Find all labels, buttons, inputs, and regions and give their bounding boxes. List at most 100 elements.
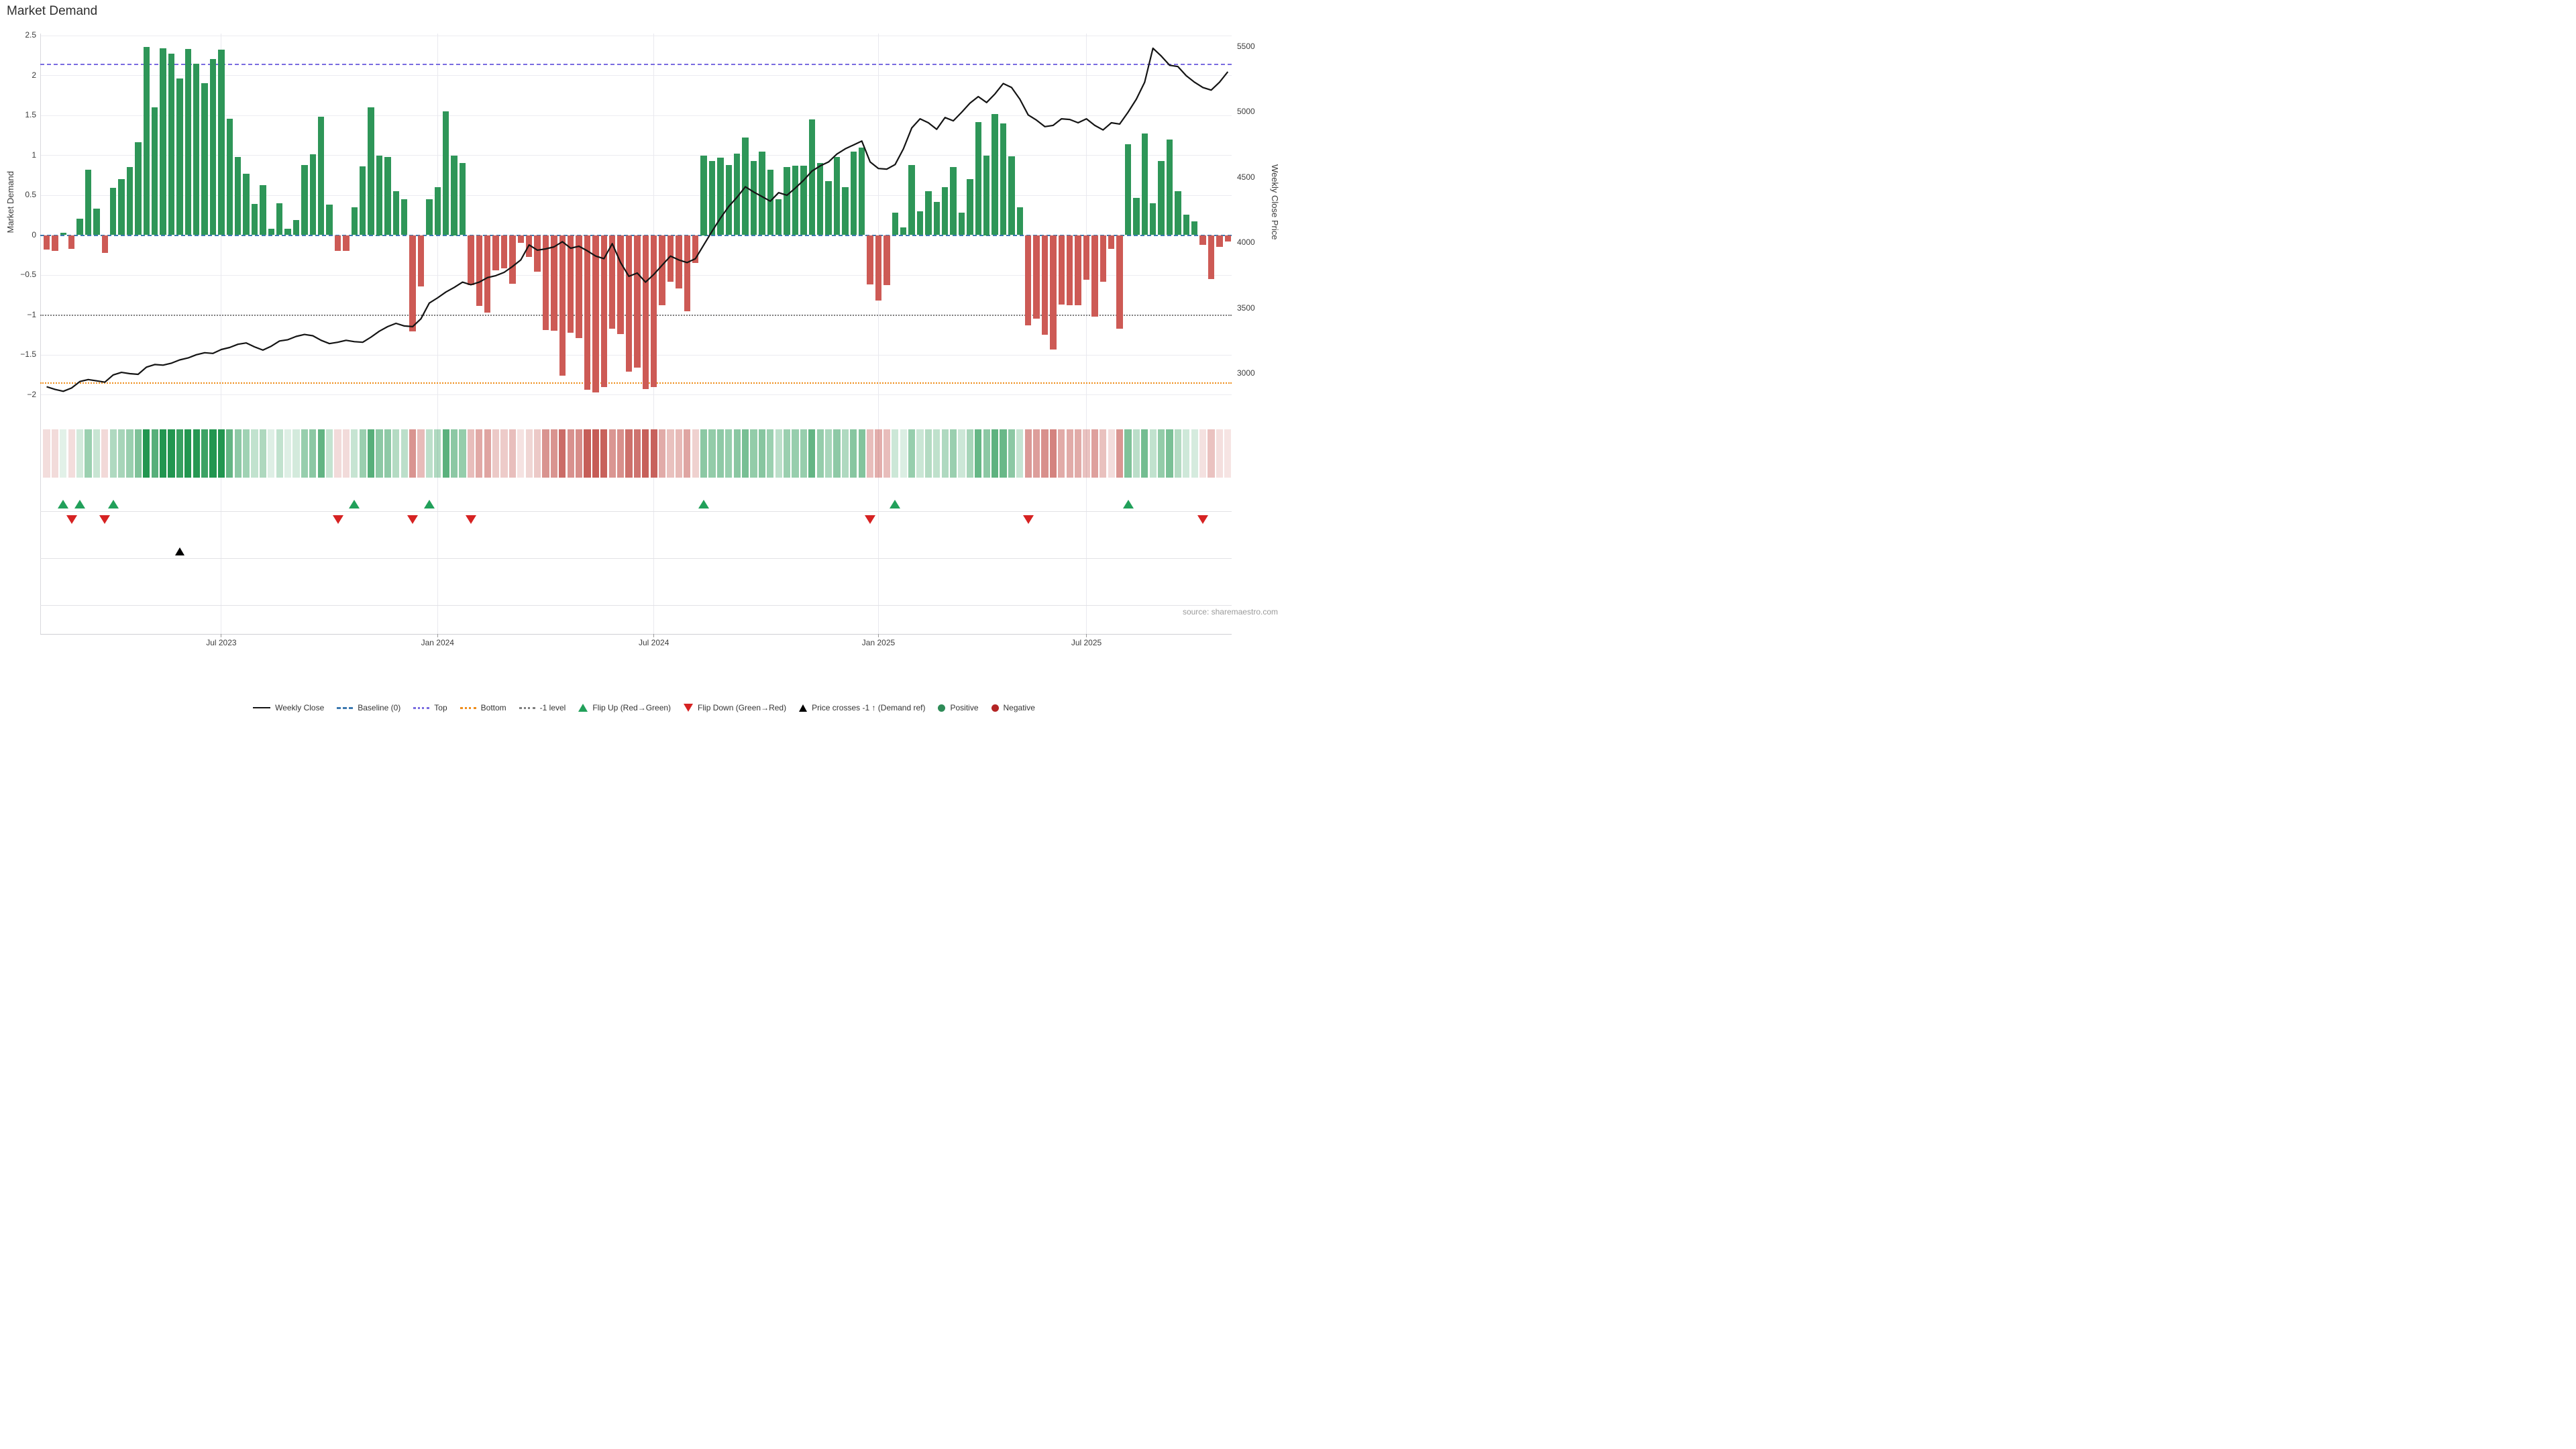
legend-label: Bottom [480,703,506,712]
heatmap-cell [517,429,525,478]
x-tick-mark [437,634,438,637]
heatmap-cell [1099,429,1107,478]
heatmap-cell [400,429,408,478]
demand-bar-negative [1091,235,1098,317]
row-separator [40,605,1232,606]
demand-bar-positive [135,142,142,235]
heatmap-cell [608,429,616,478]
heatmap-cell [692,429,699,478]
demand-bar-positive [842,187,849,235]
dotted-swatch [413,706,430,709]
heatmap-cell [301,429,309,478]
heatmap-cell [492,429,500,478]
y-tick-label: −0.5 [20,270,36,279]
heatmap-cell [1091,429,1099,478]
heatmap-cell [284,429,292,478]
x-gridline [437,34,438,634]
demand-bar-negative [1108,235,1115,249]
demand-bar-positive [143,46,150,235]
demand-bar-negative [1066,235,1073,306]
heatmap-cell [242,429,250,478]
row-separator [40,511,1232,512]
heatmap-cell [850,429,857,478]
triangle-up-icon [578,704,588,712]
demand-bar-positive [276,203,283,235]
y2-tick-label: 5500 [1237,42,1255,51]
heatmap-cell [858,429,865,478]
demand-bar-negative [1024,235,1032,325]
x-tick-label: Jan 2024 [421,638,454,647]
heatmap-cell [367,429,375,478]
y-tick-label: 1 [32,150,36,160]
heatmap-cell [309,429,317,478]
heatmap-cell [650,429,657,478]
demand-bar-positive [243,173,250,235]
demand-bar-positive [1016,207,1024,235]
demand-bar-negative [625,235,633,372]
heatmap-cell [168,429,175,478]
demand-bar-positive [700,155,707,235]
demand-bar-positive [60,232,67,235]
heatmap-cell [575,429,583,478]
heatmap-cell [767,429,774,478]
demand-bar-positive [900,227,907,235]
heatmap-cell [193,429,200,478]
demand-bar-positive [983,155,990,235]
heatmap-cell [642,429,649,478]
demand-bar-negative [584,235,591,390]
heatmap-cell [484,429,491,478]
flip-up-marker [58,500,69,508]
demand-bar-negative [617,235,624,335]
heatmap-cell [508,429,517,478]
triangle-black-icon [799,704,808,712]
flip-down-marker [66,515,77,524]
demand-bar-positive [916,211,924,235]
demand-bar-negative [534,235,541,272]
heatmap-cell [892,429,899,478]
legend-label: Baseline (0) [358,703,401,712]
demand-bar-positive [1008,156,1015,235]
demand-bar-positive [118,179,125,235]
flip-up-marker [349,500,360,508]
legend-label: Price crosses -1 ↑ (Demand ref) [812,703,926,712]
heatmap-cell [434,429,441,478]
x-tick-label: Jul 2023 [206,638,237,647]
demand-bar-negative [642,235,649,390]
demand-bar-negative [484,235,491,313]
heatmap-cell [1149,429,1157,478]
flip-down-marker [465,515,476,524]
heatmap-cell [476,429,483,478]
heatmap-cell [684,429,691,478]
y2-tick-label: 5000 [1237,107,1255,117]
demand-bar-negative [500,235,508,269]
heatmap-cell [351,429,358,478]
dotted-swatch [519,706,535,709]
demand-bar-positive [816,163,824,235]
heatmap-cell [675,429,683,478]
demand-bar-negative [650,235,657,387]
demand-bar-positive [775,199,782,235]
demand-bar-negative [676,235,682,289]
demand-bar-positive [400,199,408,235]
demand-bar-negative [476,235,483,307]
demand-bar-positive [234,156,241,235]
demand-bar-positive [93,209,100,235]
heatmap-cell [184,429,192,478]
heatmap-cell [268,429,275,478]
row-separator [40,557,1232,559]
x-tick-mark [653,634,655,637]
heatmap-cell [708,429,716,478]
heatmap-cell [1132,429,1140,478]
y-gridline [40,195,1232,196]
heatmap-cell [109,429,117,478]
heatmap-cell [758,429,766,478]
heatmap-cell [342,429,350,478]
heatmap-cell [941,429,949,478]
heatmap-cell [176,429,184,478]
demand-bar-negative [43,235,50,250]
dot-icon [991,704,999,712]
heatmap-cell [875,429,882,478]
heatmap-cell [958,429,965,478]
legend-item: Bottom [460,703,506,712]
demand-bar-positive [784,167,790,235]
